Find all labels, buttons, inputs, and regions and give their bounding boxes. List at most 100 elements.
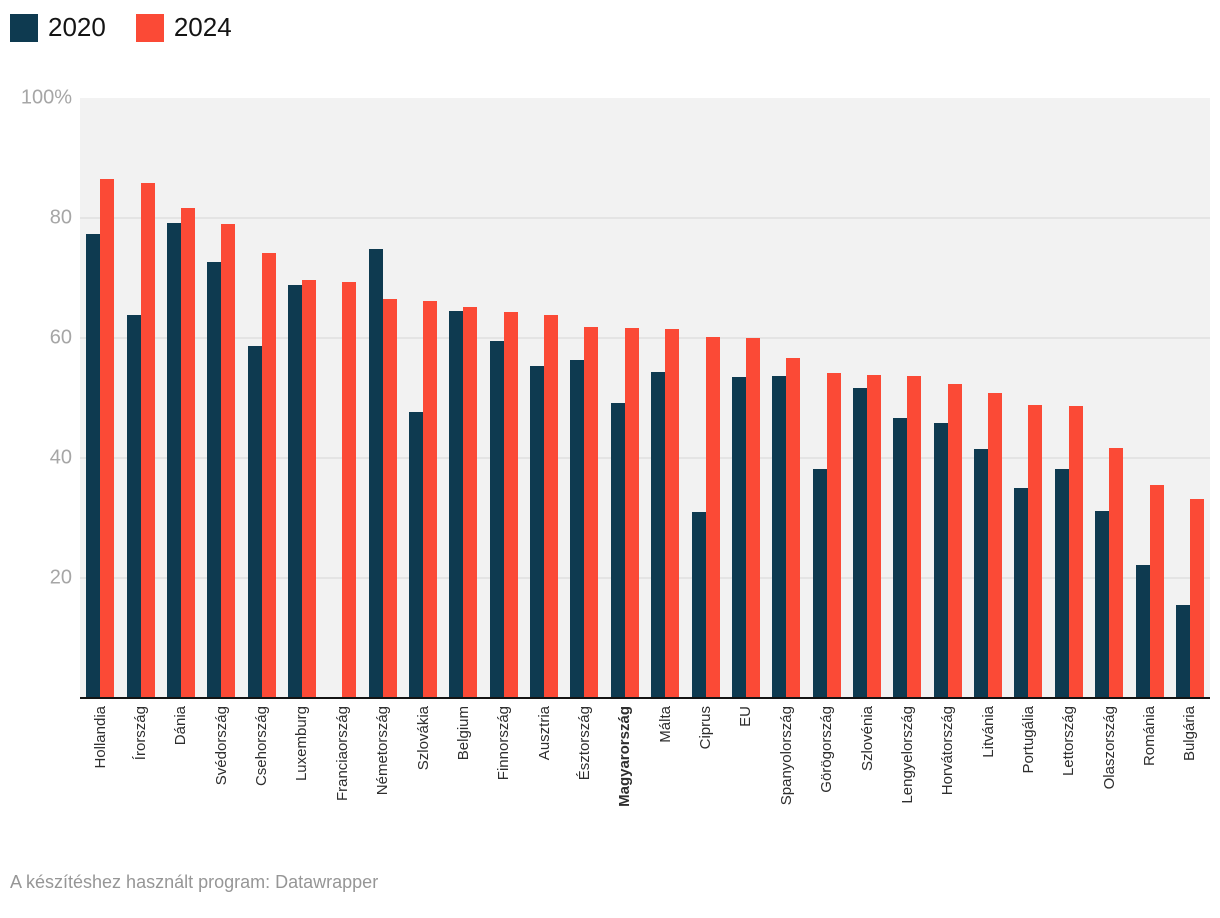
- bar-group-svédország: [201, 98, 241, 698]
- bar-2024-eu[interactable]: [745, 338, 760, 698]
- bar-2020-litvánia[interactable]: [974, 449, 989, 698]
- bar-2024-litvánia[interactable]: [988, 393, 1003, 698]
- gridline-20: [80, 577, 1210, 579]
- bar-group-románia: [1129, 98, 1169, 698]
- x-label-cell: Litvánia: [968, 706, 1008, 871]
- bar-2020-finnország[interactable]: [489, 341, 504, 698]
- legend-swatch-2020-icon: [10, 13, 38, 42]
- bar-2024-lettország[interactable]: [1068, 405, 1083, 698]
- bar-2024-csehország[interactable]: [261, 252, 276, 698]
- x-label-cell: EU: [726, 706, 766, 871]
- bar-2024-ausztria[interactable]: [544, 314, 559, 698]
- legend-label: 2024: [173, 12, 232, 42]
- bar-2020-málta[interactable]: [651, 371, 666, 698]
- bar-2024-olaszország[interactable]: [1109, 447, 1124, 698]
- bar-2020-írország[interactable]: [126, 315, 141, 698]
- y-tick-label-60: 60: [49, 326, 72, 349]
- x-label-cell: Lettország: [1049, 706, 1089, 871]
- bar-group-szlovákia: [403, 98, 443, 698]
- bar-2020-szlovénia[interactable]: [853, 388, 867, 698]
- bar-2024-lengyelország[interactable]: [907, 375, 922, 698]
- y-axis: 100% 80 60 40 20: [0, 87, 72, 698]
- bar-2024-luxemburg[interactable]: [301, 280, 316, 698]
- x-label-cell: Luxemburg: [282, 706, 322, 871]
- bar-2024-magyarország[interactable]: [624, 328, 639, 698]
- bar-group-bulgária: [1170, 98, 1210, 698]
- legend-item-2024: 2024: [135, 12, 232, 43]
- x-label-málta: Málta: [656, 706, 674, 743]
- y-tick-label-20: 20: [49, 566, 72, 589]
- bar-2020-görögország[interactable]: [812, 468, 827, 698]
- bar-2024-észtország[interactable]: [584, 326, 599, 698]
- bar-group-spanyolország: [766, 98, 806, 698]
- legend-item-2020: 2020: [10, 12, 106, 43]
- bar-group-luxemburg: [282, 98, 322, 698]
- x-axis-line: [80, 697, 1210, 699]
- bar-2020-magyarország[interactable]: [610, 402, 625, 698]
- bar-2024-románia[interactable]: [1149, 485, 1164, 698]
- bar-2024-ciprus[interactable]: [705, 337, 720, 698]
- bar-group-belgium: [443, 98, 483, 698]
- x-label-írország: Írország: [132, 706, 150, 761]
- bar-2024-dánia[interactable]: [180, 207, 195, 698]
- x-label-cell: Románia: [1129, 706, 1169, 871]
- bar-2020-észtország[interactable]: [570, 359, 585, 698]
- x-label-belgium: Belgium: [454, 706, 472, 761]
- bar-group-finnország: [484, 98, 524, 698]
- bar-2024-bulgária[interactable]: [1189, 498, 1204, 698]
- x-label-cell: Spanyolország: [766, 706, 806, 871]
- bar-2024-spanyolország[interactable]: [786, 358, 801, 698]
- bar-2024-franciaország[interactable]: [342, 282, 357, 698]
- bar-2020-hollandia[interactable]: [86, 234, 101, 698]
- bar-2020-svédország[interactable]: [207, 261, 222, 698]
- bar-group-ciprus: [685, 98, 725, 698]
- bar-group-lettország: [1049, 98, 1089, 698]
- x-label-cell: Észtország: [564, 706, 604, 871]
- bar-group-eu: [726, 98, 766, 698]
- x-label-luxemburg: Luxemburg: [293, 706, 311, 782]
- bar-2024-szlovénia[interactable]: [867, 374, 881, 698]
- bar-2020-olaszország[interactable]: [1095, 510, 1110, 698]
- bar-2020-horvátország[interactable]: [933, 423, 948, 698]
- x-label-cell: Hollandia: [80, 706, 120, 871]
- chart-legend: 2020 2024: [10, 12, 232, 43]
- bar-2024-görögország[interactable]: [826, 373, 841, 698]
- y-tick-label-80: 80: [49, 206, 72, 229]
- x-label-eu: EU: [737, 706, 755, 727]
- bar-2024-belgium[interactable]: [463, 306, 478, 698]
- bar-2024-portugália[interactable]: [1028, 404, 1043, 698]
- bar-group-hollandia: [80, 98, 120, 698]
- bar-2020-ausztria[interactable]: [530, 365, 545, 698]
- bar-2020-eu[interactable]: [731, 377, 746, 698]
- bar-2020-belgium[interactable]: [449, 311, 464, 698]
- bar-2020-csehország[interactable]: [247, 346, 262, 698]
- bar-2020-ciprus[interactable]: [691, 512, 706, 698]
- bar-2020-dánia[interactable]: [166, 222, 181, 698]
- x-label-portugália: Portugália: [1019, 706, 1037, 774]
- bar-2020-lettország[interactable]: [1054, 468, 1069, 698]
- bar-2020-portugália[interactable]: [1014, 488, 1029, 698]
- bar-2020-szlovákia[interactable]: [409, 411, 424, 698]
- bar-2020-bulgária[interactable]: [1175, 605, 1190, 698]
- bar-group-ausztria: [524, 98, 564, 698]
- x-label-bulgária: Bulgária: [1181, 706, 1199, 762]
- bar-2020-románia[interactable]: [1135, 564, 1150, 698]
- bar-2020-lengyelország[interactable]: [893, 418, 908, 698]
- bar-2024-málta[interactable]: [665, 329, 680, 698]
- bar-group-olaszország: [1089, 98, 1129, 698]
- bar-2024-finnország[interactable]: [503, 312, 518, 698]
- bar-2020-luxemburg[interactable]: [287, 284, 302, 698]
- bar-2024-svédország[interactable]: [221, 224, 236, 698]
- bar-2024-szlovákia[interactable]: [423, 300, 438, 698]
- bar-2020-spanyolország[interactable]: [772, 375, 787, 698]
- x-label-magyarország: Magyarország: [616, 706, 634, 807]
- bar-2024-németország[interactable]: [382, 299, 397, 698]
- x-label-románia: Románia: [1141, 706, 1159, 767]
- bar-2024-horvátország[interactable]: [947, 384, 962, 698]
- bar-2024-hollandia[interactable]: [100, 179, 115, 698]
- bar-2020-németország[interactable]: [368, 249, 383, 698]
- bar-group-magyarország: [605, 98, 645, 698]
- bar-2024-írország[interactable]: [140, 182, 155, 698]
- gridline-40: [80, 457, 1210, 459]
- x-label-franciaország: Franciaország: [333, 706, 351, 802]
